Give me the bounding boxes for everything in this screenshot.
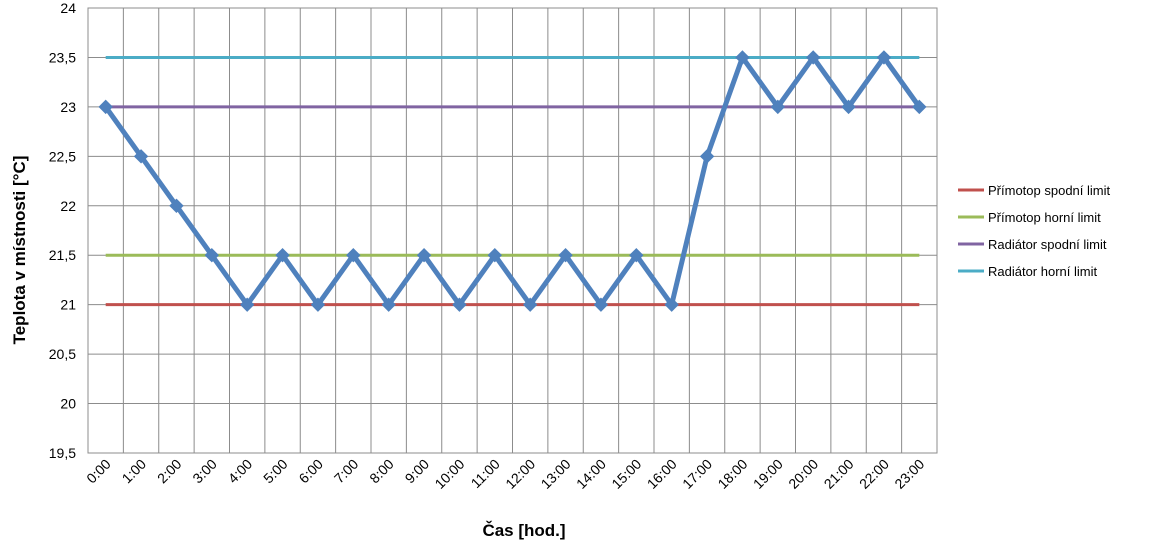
data-point-marker	[558, 248, 573, 263]
legend-entry: Radiátor spodní limit	[988, 237, 1107, 252]
y-tick-label: 21	[60, 297, 76, 313]
x-tick-label: 10:00	[431, 456, 467, 492]
data-point-marker	[841, 99, 856, 115]
x-tick-label: 1:00	[119, 456, 150, 487]
data-point-marker	[239, 297, 255, 312]
data-point-marker	[770, 99, 786, 115]
data-point-marker	[381, 297, 396, 312]
x-tick-label: 11:00	[468, 456, 504, 492]
data-point-marker	[169, 198, 184, 213]
y-axis-title: Teplota v místnosti [°C]	[10, 156, 29, 345]
legend-entry: Radiátor horní limit	[988, 264, 1097, 279]
data-point-marker	[699, 149, 715, 164]
data-point-marker	[522, 297, 538, 312]
x-tick-label: 15:00	[608, 456, 644, 492]
data-point-marker	[452, 297, 467, 312]
y-tick-label: 23,5	[49, 49, 76, 65]
data-point-marker	[487, 248, 503, 263]
y-tick-label: 22,5	[49, 148, 76, 164]
x-tick-label: 23:00	[891, 456, 927, 492]
x-tick-label: 5:00	[260, 456, 291, 487]
data-point-marker	[805, 50, 821, 65]
x-tick-label: 20:00	[785, 456, 821, 492]
data-point-marker	[310, 297, 326, 312]
x-tick-label: 22:00	[856, 456, 892, 492]
plot-area-border	[87, 7, 938, 454]
x-axis-title: Čas [hod.]	[482, 521, 565, 540]
y-tick-labels: 19,5 20 20,5 21 21,5 22 22,5 23 23,5 24	[49, 0, 76, 461]
legend-entry: Přímotop spodní limit	[988, 183, 1110, 198]
y-tick-label: 19,5	[49, 445, 76, 461]
temperature-line	[103, 54, 922, 308]
legend-entry: Přímotop horní limit	[988, 210, 1101, 225]
data-point-marker	[876, 50, 892, 65]
grid	[87, 7, 938, 454]
x-tick-label: 9:00	[402, 456, 433, 487]
x-tick-label: 3:00	[189, 456, 220, 487]
x-tick-label: 7:00	[331, 456, 362, 487]
data-point-marker	[275, 248, 290, 263]
x-tick-label: 17:00	[679, 456, 715, 492]
x-tick-label: 19:00	[750, 456, 786, 492]
x-tick-labels: 0:00 1:00 2:00 3:00 4:00 5:00 6:00 7:00 8:00 9:00…	[83, 456, 927, 492]
x-tick-label: 18:00	[714, 456, 750, 492]
data-point-marker	[593, 297, 609, 312]
data-point-marker	[735, 50, 750, 65]
data-point-marker	[346, 248, 361, 263]
x-tick-label: 6:00	[295, 456, 326, 487]
data-point-marker	[204, 248, 220, 263]
x-tick-label: 12:00	[502, 456, 538, 492]
x-tick-label: 0:00	[83, 456, 114, 487]
data-point-marker	[98, 99, 113, 115]
x-tick-label: 21:00	[821, 456, 857, 492]
y-tick-label: 20,5	[49, 346, 76, 362]
x-tick-label: 2:00	[154, 456, 185, 487]
y-tick-label: 20	[60, 396, 76, 412]
y-tick-label: 23	[60, 99, 76, 115]
x-tick-label: 13:00	[538, 456, 574, 492]
y-tick-label: 22	[60, 198, 76, 214]
data-point-marker	[133, 149, 149, 164]
legend: Přímotop spodní limit Přímotop horní limi…	[958, 183, 1110, 279]
x-tick-label: 14:00	[573, 456, 609, 492]
x-tick-label: 8:00	[366, 456, 397, 487]
data-point-marker	[912, 99, 927, 115]
y-tick-label: 21,5	[49, 247, 76, 263]
data-point-marker	[664, 297, 679, 312]
y-tick-label: 24	[60, 0, 76, 16]
temperature-series	[103, 54, 922, 308]
x-tick-label: 4:00	[225, 456, 256, 487]
temperature-markers	[98, 50, 927, 312]
data-point-marker	[629, 248, 644, 263]
data-point-marker	[416, 248, 432, 263]
x-tick-label: 16:00	[644, 456, 680, 492]
